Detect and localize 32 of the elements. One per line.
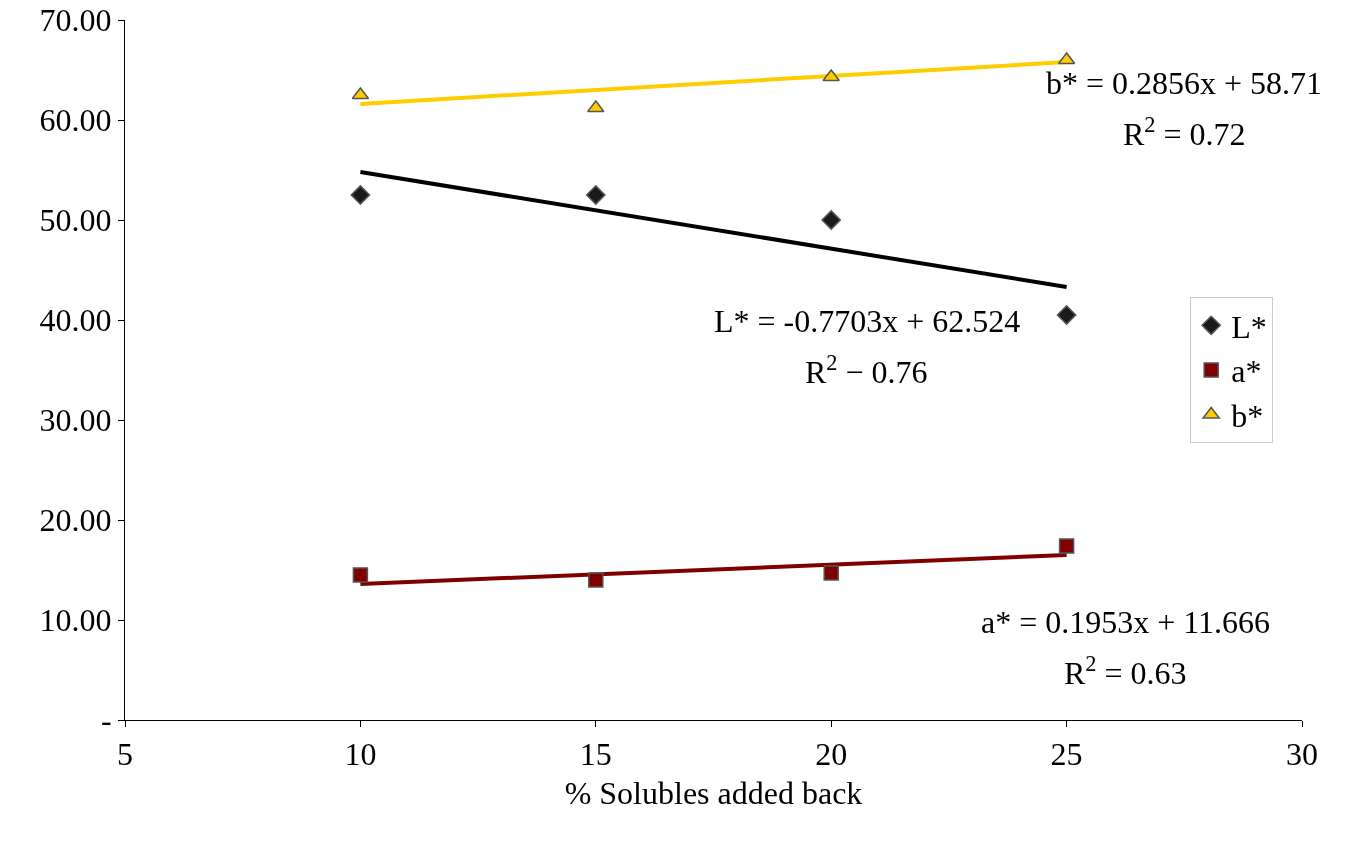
legend-label: L*	[1231, 308, 1267, 345]
y-tick-label: 60.00	[39, 102, 112, 139]
y-tick-label: -	[100, 702, 112, 739]
x-tick-label: 20	[815, 736, 848, 773]
annotation: a* = 0.1953x + 11.666	[981, 604, 1271, 640]
point	[821, 210, 842, 230]
y-tick-label: 40.00	[39, 302, 112, 339]
y-tick-label: 70.00	[39, 2, 112, 39]
annotation: L* = -0.7703x + 62.524	[714, 303, 1021, 339]
x-tick-label: 25	[1050, 736, 1083, 773]
annotation: R$^{2}$ = 0.72	[1123, 112, 1246, 153]
legend-label: b*	[1231, 397, 1264, 434]
x-tick-label: 15	[579, 736, 612, 773]
annotation: b* = 0.2856x + 58.71	[1046, 65, 1323, 101]
y-tick-label: 20.00	[39, 502, 112, 539]
annotation: R$^{2}$ = 0.63	[1064, 651, 1187, 692]
point	[350, 185, 371, 205]
x-tick-label: 5	[117, 736, 133, 773]
y-tick-label: 30.00	[39, 402, 112, 439]
y-tick-label: 10.00	[39, 602, 112, 639]
y-tick-label: 50.00	[39, 202, 112, 239]
point	[585, 185, 606, 205]
point	[352, 567, 369, 583]
x-axis-title: % Solubles added back	[564, 775, 863, 812]
x-tick-label: 10	[344, 736, 377, 773]
point	[1056, 305, 1077, 325]
point	[588, 572, 604, 588]
point	[1058, 538, 1075, 554]
legend-label: a*	[1231, 353, 1262, 390]
point	[823, 565, 839, 581]
x-tick-label: 30	[1286, 736, 1318, 773]
annotation: R$^{2}$ − 0.76	[805, 350, 928, 391]
